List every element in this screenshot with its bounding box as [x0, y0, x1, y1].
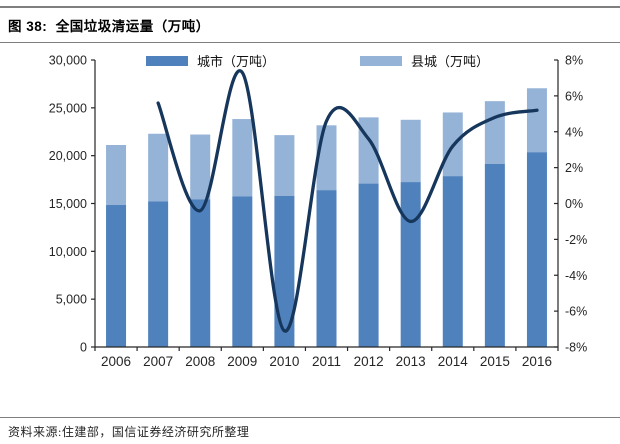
legend-item-city: 城市（万吨）	[146, 51, 275, 70]
bar-city-2016	[526, 152, 547, 347]
right-axis-tick-label: 0%	[565, 197, 583, 211]
bar-city-2015	[484, 163, 505, 347]
right-axis-tick-label: 6%	[565, 89, 583, 103]
legend-label-county: 县城（万吨）	[411, 54, 490, 69]
right-axis-tick-label: -4%	[565, 269, 587, 283]
y-axis-tick-label: 0	[80, 341, 87, 355]
bar-city-2009	[232, 196, 253, 347]
x-axis-tick-label: 2011	[312, 354, 341, 369]
right-axis-tick-label: 2%	[565, 161, 583, 175]
bar-city-2006	[106, 205, 127, 347]
legend-label-city: 城市（万吨）	[197, 54, 276, 69]
y-axis-tick-label: 10,000	[49, 245, 87, 259]
county-series-swatch	[360, 55, 402, 66]
x-axis-tick-label: 2006	[101, 354, 131, 369]
bar-county-2013	[400, 119, 421, 183]
chart-area: 0 5,000 10,000 15,000 20,000 25,000 30,000 -8% -…	[0, 36, 620, 418]
bar-county-2016	[526, 88, 547, 153]
growth-line	[156, 69, 539, 333]
bar-county-2008	[190, 134, 211, 200]
right-axis-tick-label: 4%	[565, 125, 583, 139]
chart-canvas: 0 5,000 10,000 15,000 20,000 25,000 30,000 -8% -…	[49, 54, 587, 370]
bar-city-2008	[190, 199, 211, 347]
bar-city-2007	[148, 201, 169, 347]
x-axis-tick-label: 2008	[185, 354, 215, 369]
bar-county-2009	[232, 119, 253, 197]
x-axis-tick-label: 2009	[227, 354, 257, 369]
x-axis-tick-label: 2012	[354, 354, 384, 369]
x-axis-tick-label: 2013	[396, 354, 426, 369]
city-series-swatch	[146, 55, 188, 66]
y-axis-tick-label: 20,000	[49, 149, 87, 163]
bar-city-2012	[358, 183, 379, 347]
right-axis-tick-label: -6%	[565, 305, 587, 319]
y-axis-tick-label: 30,000	[49, 54, 87, 68]
x-axis-tick-label: 2014	[438, 354, 469, 369]
figure-header: 图 38: 全国垃圾清运量（万吨）	[0, 6, 620, 43]
x-axis-tick-label: 2010	[269, 354, 299, 369]
source-note: 资料来源:住建部，国信证券经济研究所整理	[0, 417, 620, 444]
bar-city-2013	[400, 182, 421, 347]
bar-county-2011	[316, 125, 337, 191]
x-axis-tick-label: 2007	[143, 354, 173, 369]
bar-city-2011	[316, 190, 337, 347]
right-axis-tick-label: -8%	[565, 341, 587, 355]
x-axis-tick-label: 2015	[480, 354, 510, 369]
bar-county-2006	[106, 144, 127, 206]
bar-county-2010	[274, 135, 295, 196]
right-axis-tick-label: -2%	[565, 233, 587, 247]
y-axis-tick-label: 5,000	[56, 293, 87, 307]
bar-county-2007	[148, 133, 169, 202]
y-axis-tick-label: 25,000	[49, 101, 87, 115]
right-axis-tick-label: 8%	[565, 54, 583, 68]
bar-county-2015	[484, 101, 505, 164]
figure-title: 图 38: 全国垃圾清运量（万吨）	[8, 19, 210, 34]
y-axis-tick-label: 15,000	[49, 197, 87, 211]
bar-city-2010	[274, 195, 295, 347]
bar-city-2014	[442, 176, 463, 347]
legend-item-county: 县城（万吨）	[360, 51, 489, 70]
x-axis-tick-label: 2016	[522, 354, 552, 369]
